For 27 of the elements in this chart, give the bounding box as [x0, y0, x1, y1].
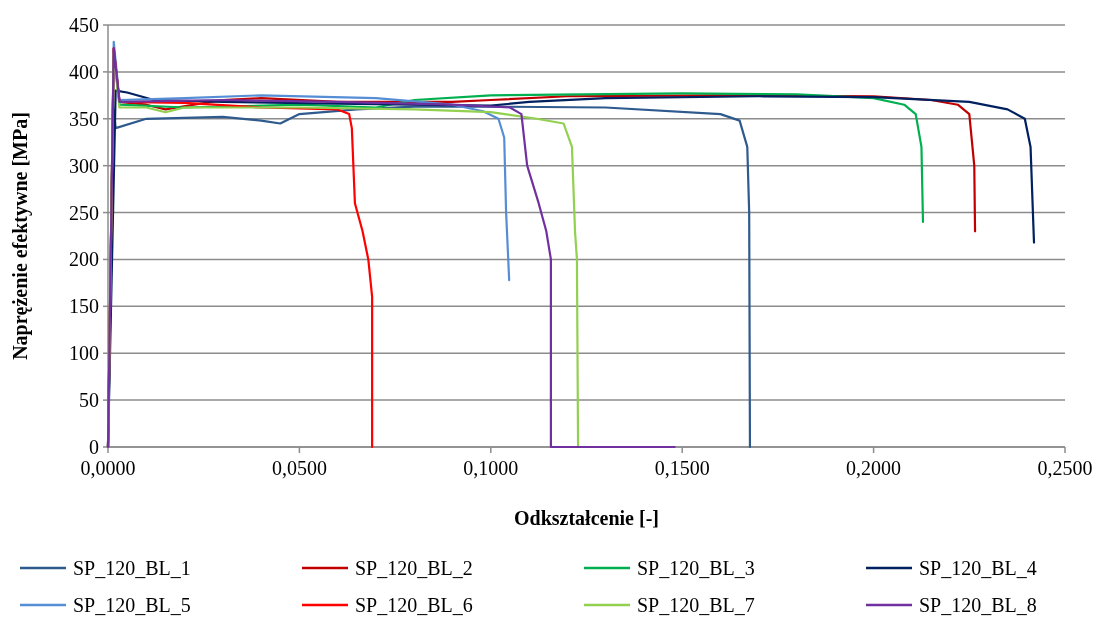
- y-axis-title: Naprężenie efektywne [MPa]: [9, 112, 32, 360]
- y-tick-label: 350: [69, 107, 99, 130]
- legend-label: SP_120_BL_2: [355, 557, 473, 579]
- y-tick-label: 400: [69, 60, 99, 83]
- y-tick-label: 200: [69, 248, 99, 271]
- y-tick-label: 300: [69, 154, 99, 177]
- x-tick-label: 0,0000: [80, 457, 136, 479]
- legend-label: SP_120_BL_4: [919, 557, 1037, 579]
- y-tick-label: 450: [69, 14, 99, 36]
- y-tick-label: 150: [69, 295, 99, 318]
- y-tick-label: 100: [69, 342, 99, 365]
- legend-label: SP_120_BL_1: [73, 557, 191, 579]
- y-tick-label: 250: [69, 201, 99, 224]
- x-axis-title: Odkształcenie [-]: [514, 507, 659, 529]
- x-tick-label: 0,1500: [654, 457, 710, 479]
- legend-label: SP_120_BL_5: [73, 594, 191, 616]
- legend-label: SP_120_BL_3: [637, 557, 755, 579]
- x-tick-label: 0,2000: [846, 457, 902, 479]
- line-series: [106, 47, 676, 449]
- x-tick-label: 0,1000: [463, 457, 519, 479]
- legend-label: SP_120_BL_8: [919, 594, 1037, 616]
- y-tick-label: 50: [79, 389, 99, 412]
- y-tick-label: 0: [89, 436, 99, 458]
- legend-label: SP_120_BL_6: [355, 594, 473, 616]
- x-tick-label: 0,2500: [1037, 457, 1093, 479]
- legend-label: SP_120_BL_7: [637, 594, 755, 616]
- x-tick-label: 0,0500: [271, 457, 327, 479]
